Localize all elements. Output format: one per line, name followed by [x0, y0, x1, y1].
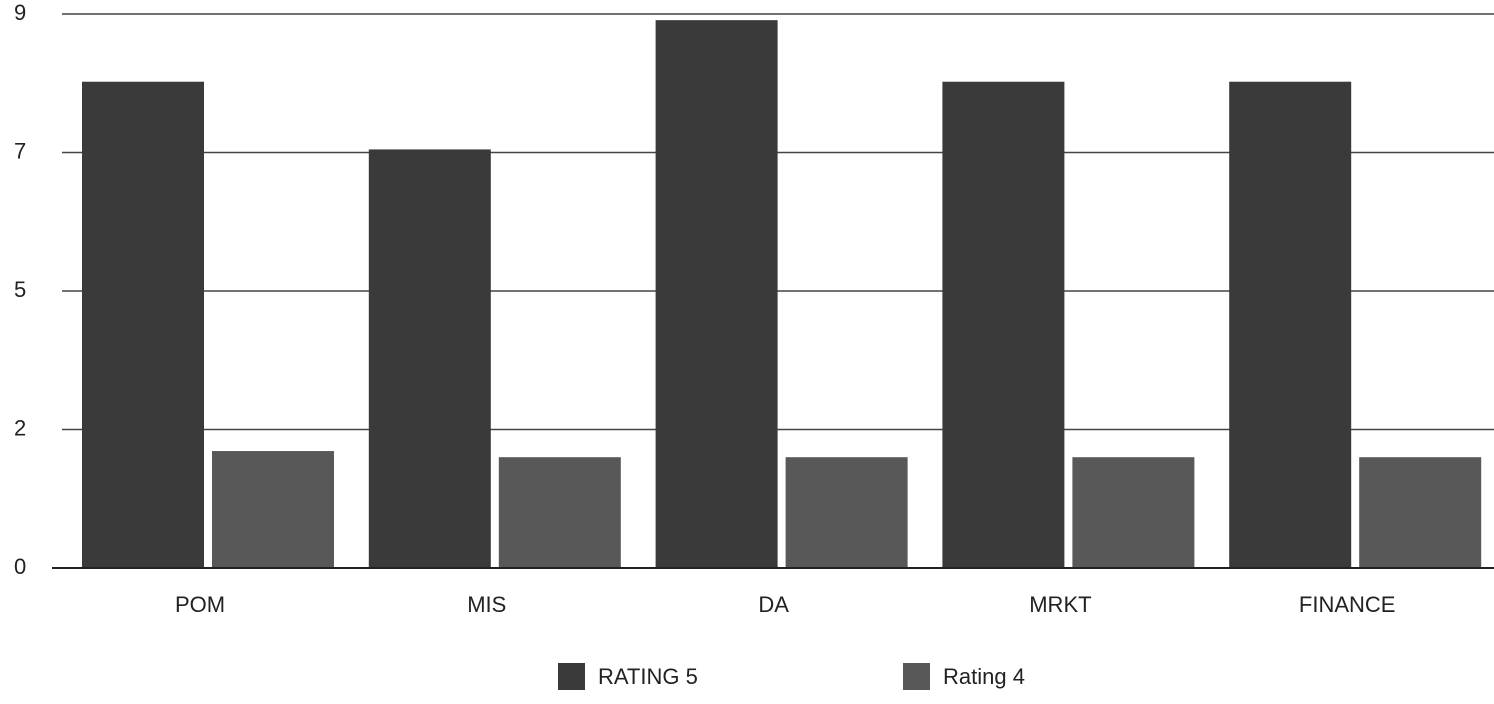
legend-label: Rating 4 — [943, 664, 1025, 689]
x-tick-label: POM — [175, 592, 225, 617]
bar — [942, 81, 1065, 568]
bar — [785, 457, 908, 568]
y-tick-label: 2 — [14, 415, 26, 440]
x-tick-label: MRKT — [1029, 592, 1091, 617]
bar — [655, 20, 778, 568]
bar — [368, 149, 491, 568]
y-tick-label: 9 — [14, 0, 26, 25]
bar — [82, 81, 204, 568]
bar — [1359, 457, 1482, 568]
legend-swatch — [558, 663, 585, 690]
bar — [1229, 81, 1352, 568]
x-tick-label: DA — [758, 592, 789, 617]
bar — [498, 457, 621, 568]
x-tick-label: FINANCE — [1299, 592, 1396, 617]
legend-label: RATING 5 — [598, 664, 698, 689]
legend-swatch — [903, 663, 930, 690]
x-tick-label: MIS — [467, 592, 506, 617]
y-tick-label: 0 — [14, 554, 26, 579]
bar — [1072, 457, 1195, 568]
y-tick-label: 7 — [14, 138, 26, 163]
bar — [212, 451, 334, 568]
y-tick-label: 5 — [14, 277, 26, 302]
